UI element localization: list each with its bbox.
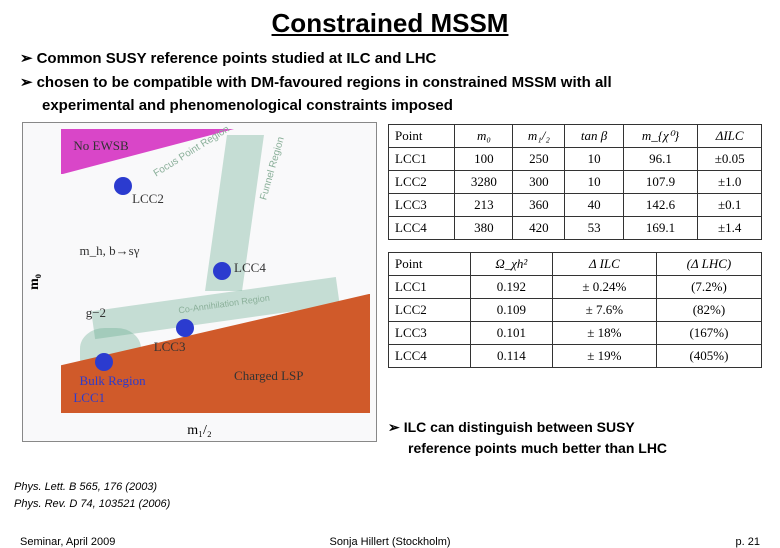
exclusion-plot: m₀ No EWSB Focus Point Region Funnel Reg… (22, 122, 377, 442)
bullet-2-text: chosen to be compatible with DM-favoured… (37, 74, 612, 91)
plot-inner: No EWSB Focus Point Region Funnel Region… (61, 129, 370, 413)
label-charged: Charged LSP (234, 368, 303, 384)
references: Phys. Lett. B 565, 176 (2003) Phys. Rev.… (14, 479, 170, 512)
th: Point (389, 253, 471, 276)
table-row: LCC438042053169.1±1.4 (389, 217, 762, 240)
table-row: LCC321336040142.6±0.1 (389, 194, 762, 217)
label-lcc3: LCC3 (154, 339, 186, 355)
th: m₁/₂ (513, 125, 565, 148)
table-row: LCC11002501096.1±0.05 (389, 148, 762, 171)
point-lcc3 (176, 319, 194, 337)
table-row: LCC10.192± 0.24%(7.2%) (389, 276, 762, 299)
table-params: Point m₀ m₁/₂ tan β m_{χ⁰} ΔILC LCC11002… (388, 124, 762, 240)
th: (Δ LHC) (656, 253, 761, 276)
label-lcc2: LCC2 (132, 191, 164, 207)
point-lcc2 (114, 177, 132, 195)
th: m_{χ⁰} (623, 125, 698, 148)
footer-right: p. 21 (736, 536, 760, 548)
page-title: Constrained MSSM (0, 0, 780, 39)
footer-left: Seminar, April 2009 (20, 536, 115, 548)
ref-1: Phys. Lett. B 565, 176 (2003) (14, 479, 170, 496)
table-row: LCC40.114± 19%(405%) (389, 345, 762, 368)
label-mh: m_h, b→sγ (80, 243, 140, 259)
th: ΔILC (698, 125, 762, 148)
label-lcc4: LCC4 (234, 260, 266, 276)
bullet-1-text: Common SUSY reference points studied at … (37, 50, 437, 67)
point-lcc4 (213, 262, 231, 280)
content-area: m₀ No EWSB Focus Point Region Funnel Reg… (0, 122, 780, 462)
th: Ω_χh² (470, 253, 552, 276)
bullet-2: ➢chosen to be compatible with DM-favoure… (20, 73, 760, 91)
bullet-2-sub: experimental and phenomenological constr… (42, 97, 760, 114)
table-row: Point m₀ m₁/₂ tan β m_{χ⁰} ΔILC (389, 125, 762, 148)
th: m₀ (455, 125, 513, 148)
table-row: LCC2328030010107.9±1.0 (389, 171, 762, 194)
tables-area: Point m₀ m₁/₂ tan β m_{χ⁰} ΔILC LCC11002… (388, 124, 762, 380)
conclusion-line2: reference points much better than LHC (408, 440, 762, 456)
label-funnel: Funnel Region (258, 136, 287, 202)
footer-center: Sonja Hillert (Stockholm) (329, 536, 450, 548)
conclusion-line1: ILC can distinguish between SUSY (404, 419, 635, 435)
table-row: LCC20.109± 7.6%(82%) (389, 299, 762, 322)
x-axis-label: m₁/₂ (187, 423, 212, 439)
table-row: Point Ω_χh² Δ ILC (Δ LHC) (389, 253, 762, 276)
th: Δ ILC (552, 253, 656, 276)
label-g2: g−2 (86, 305, 106, 321)
label-lcc1: LCC1 (73, 390, 105, 406)
label-no-ewsb: No EWSB (73, 138, 128, 154)
bullet-1: ➢Common SUSY reference points studied at… (20, 49, 760, 67)
label-bulk: Bulk Region (80, 373, 146, 389)
y-axis-label: m₀ (27, 274, 43, 290)
conclusion-bullet: ➢ILC can distinguish between SUSY refere… (388, 419, 762, 456)
table-row: LCC30.101± 18%(167%) (389, 322, 762, 345)
th: tan β (565, 125, 623, 148)
ref-2: Phys. Rev. D 74, 103521 (2006) (14, 496, 170, 513)
th: Point (389, 125, 455, 148)
point-lcc1 (95, 353, 113, 371)
table-precision: Point Ω_χh² Δ ILC (Δ LHC) LCC10.192± 0.2… (388, 252, 762, 368)
bullet-list: ➢Common SUSY reference points studied at… (0, 39, 780, 122)
